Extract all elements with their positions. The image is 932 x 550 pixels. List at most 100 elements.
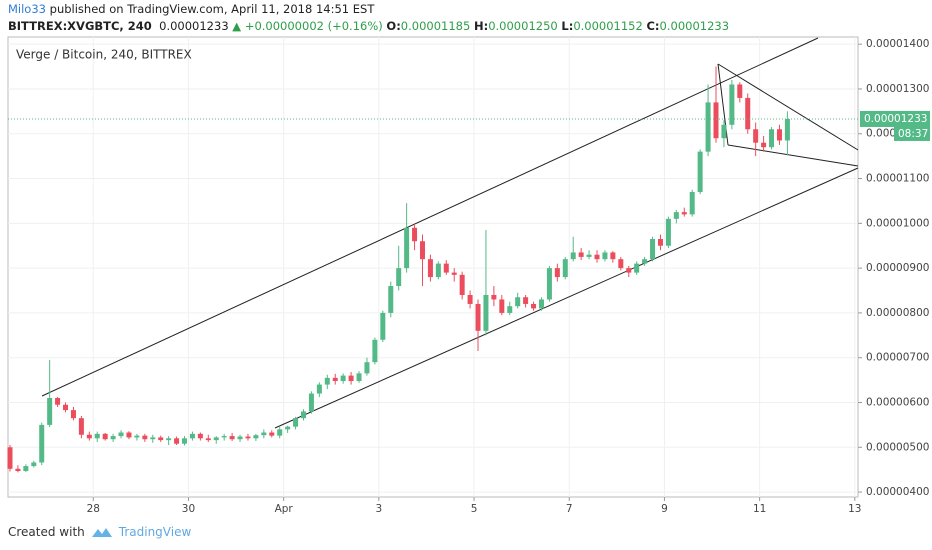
candle-body bbox=[705, 102, 711, 152]
y-tick-label: 0.00001000 bbox=[866, 217, 929, 229]
candle-body bbox=[380, 312, 386, 340]
candle-body bbox=[372, 339, 378, 363]
candle-body bbox=[261, 432, 267, 436]
candle-body bbox=[515, 297, 521, 307]
candle-body bbox=[451, 272, 457, 275]
candle-body bbox=[300, 411, 306, 419]
brand-logo bbox=[91, 528, 112, 537]
plot-frame bbox=[7, 36, 859, 498]
y-tick-label: 0.00001300 bbox=[866, 83, 929, 95]
created-with: Created with bbox=[8, 525, 85, 539]
ohlc-value: 0.00001233 bbox=[659, 19, 730, 33]
author[interactable]: Milo33 bbox=[8, 2, 46, 16]
candle-body bbox=[435, 263, 441, 278]
candle-body bbox=[94, 433, 100, 439]
candle-body bbox=[70, 410, 76, 419]
candle-body bbox=[166, 438, 172, 441]
candle-body bbox=[205, 438, 211, 441]
candle-body bbox=[657, 239, 663, 246]
y-tick-label: 0.00001100 bbox=[866, 173, 929, 185]
candle-body bbox=[745, 97, 751, 130]
candle-body bbox=[697, 151, 703, 192]
candle-body bbox=[642, 259, 648, 264]
publish-line: Milo33 published on TradingView.com, Apr… bbox=[8, 2, 374, 16]
chart: Verge / Bitcoin, 240, BITTREX 0.00000400… bbox=[7, 36, 930, 515]
footer: Created with TradingView bbox=[8, 525, 191, 539]
candle-body bbox=[221, 436, 227, 438]
candle-body bbox=[316, 384, 322, 394]
candle-body bbox=[269, 432, 275, 436]
candle-body bbox=[689, 191, 695, 215]
candle-body bbox=[47, 398, 53, 425]
candle-body bbox=[594, 254, 600, 260]
candle-body bbox=[562, 259, 568, 278]
axes: 0.00000400 0.00000500 0.00000600 0.00000700… bbox=[87, 38, 930, 515]
candle-body bbox=[467, 294, 473, 304]
y-tick-label: 0.00001400 bbox=[866, 38, 929, 50]
candle-body bbox=[776, 129, 782, 141]
candle-body bbox=[15, 468, 21, 472]
candle-body bbox=[404, 227, 410, 269]
ohlc-label: L: bbox=[561, 19, 574, 33]
candle-body bbox=[126, 432, 132, 438]
candle-body bbox=[729, 84, 735, 125]
ohlc-value: 0.00001152 bbox=[573, 19, 643, 33]
candle-body bbox=[364, 362, 370, 374]
published-info: published on TradingView.com, April 11, … bbox=[45, 2, 375, 16]
candle-body bbox=[78, 418, 84, 435]
candle-body bbox=[23, 466, 29, 472]
chart-title: Verge / Bitcoin, 240, BITTREX bbox=[16, 48, 192, 62]
last-price-box bbox=[860, 110, 930, 127]
candle-body bbox=[499, 299, 505, 313]
candles bbox=[7, 66, 858, 473]
candle-body bbox=[769, 129, 775, 148]
x-tick-label: 11 bbox=[753, 503, 766, 515]
candle-body bbox=[610, 252, 616, 260]
y-tick-label: 0.00000800 bbox=[866, 307, 929, 319]
candle-body bbox=[784, 118, 790, 141]
candle-body bbox=[737, 84, 743, 98]
ohlc-value: 0.00001250 bbox=[488, 19, 558, 33]
candle-body bbox=[586, 254, 592, 257]
triangle-top bbox=[717, 63, 859, 151]
candle-body bbox=[419, 241, 425, 260]
candle-body bbox=[189, 433, 195, 439]
candle-body bbox=[174, 438, 180, 444]
candle-body bbox=[634, 263, 640, 273]
candle-body bbox=[348, 375, 354, 381]
candle-body bbox=[713, 102, 719, 139]
candle-body bbox=[213, 437, 219, 441]
last-price: 0.00001233 bbox=[159, 19, 229, 33]
candle-body bbox=[507, 306, 513, 313]
candle-body bbox=[523, 297, 529, 304]
x-tick-label: 3 bbox=[376, 503, 383, 515]
candle-body bbox=[602, 252, 608, 260]
trend-lines bbox=[41, 37, 859, 429]
y-tick-label: 0.00000500 bbox=[866, 441, 929, 453]
candle-body bbox=[681, 212, 687, 215]
ohlc-label: C: bbox=[646, 19, 660, 33]
candle-body bbox=[626, 268, 632, 273]
grid bbox=[8, 37, 858, 497]
candle-body bbox=[721, 124, 727, 139]
ohlc-label: O: bbox=[386, 19, 401, 33]
candle-body bbox=[158, 437, 164, 441]
candle-body bbox=[134, 435, 140, 438]
x-tick-label: 28 bbox=[87, 503, 100, 515]
candle-body bbox=[443, 263, 449, 273]
candle-body bbox=[86, 434, 92, 439]
change: +0.00000002 (+0.16%) bbox=[244, 19, 383, 33]
symbol: BITTREX:XVGBTC, 240 bbox=[8, 19, 152, 33]
brand[interactable]: TradingView bbox=[118, 525, 192, 539]
candle-body bbox=[618, 259, 624, 269]
y-tick-label: 0.00000600 bbox=[866, 396, 929, 408]
x-tick-label: Apr bbox=[275, 503, 294, 515]
x-tick-label: 9 bbox=[661, 503, 668, 515]
candle-body bbox=[324, 377, 330, 385]
candle-body bbox=[110, 436, 116, 440]
candle-body bbox=[665, 218, 671, 246]
candle-body bbox=[753, 129, 759, 143]
candle-body bbox=[578, 252, 584, 257]
candle-body bbox=[293, 418, 299, 427]
candle-body bbox=[673, 212, 679, 219]
